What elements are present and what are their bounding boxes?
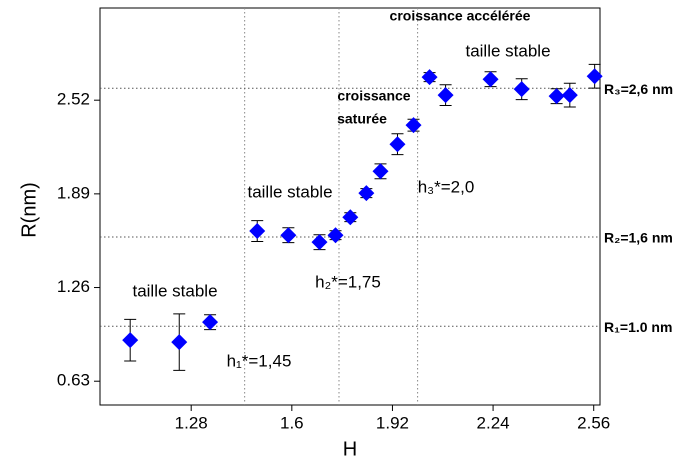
y-tick-label: 1.89 <box>57 183 90 202</box>
marker <box>202 314 219 331</box>
marker <box>311 234 328 251</box>
marker <box>389 136 406 153</box>
marker <box>372 163 389 180</box>
annotation: h₂*=1,75 <box>315 272 381 291</box>
plot-frame <box>99 7 601 406</box>
marker <box>405 117 422 134</box>
marker <box>482 71 499 88</box>
x-tick-label: 2.56 <box>577 413 610 432</box>
marker <box>561 87 578 104</box>
marker <box>358 185 375 202</box>
marker <box>548 88 565 105</box>
x-axis-label: H <box>343 438 357 460</box>
annotation: croissance <box>337 88 410 104</box>
annotation: croissance accélérée <box>390 8 531 24</box>
reference-label: R₃=2,6 nm <box>604 81 673 97</box>
annotation: h₁*=1,45 <box>227 351 292 370</box>
marker <box>421 69 438 86</box>
annotation: taille stable <box>132 281 217 300</box>
reference-label: R₂=1,6 nm <box>604 230 673 246</box>
y-tick-label: 0.63 <box>57 371 90 390</box>
marker <box>327 227 344 244</box>
marker <box>280 227 297 244</box>
y-axis-label: R(nm) <box>18 182 40 238</box>
x-tick-label: 2.24 <box>477 413 510 432</box>
marker <box>122 332 139 349</box>
marker <box>249 223 266 240</box>
marker <box>513 81 530 98</box>
y-tick-label: 2.52 <box>57 90 90 109</box>
marker <box>586 68 603 85</box>
x-tick-label: 1.6 <box>280 413 304 432</box>
annotation: h₃*=2,0 <box>418 177 475 196</box>
annotation: taille stable <box>247 182 332 201</box>
annotation: taille stable <box>465 41 550 60</box>
annotation: saturée <box>337 111 387 127</box>
marker <box>171 334 188 351</box>
marker <box>342 209 359 226</box>
reference-label: R₁=1.0 nm <box>604 319 672 335</box>
x-tick-label: 1.28 <box>175 413 208 432</box>
marker <box>437 87 454 104</box>
x-tick-label: 1.92 <box>376 413 409 432</box>
y-tick-label: 1.26 <box>57 277 90 296</box>
